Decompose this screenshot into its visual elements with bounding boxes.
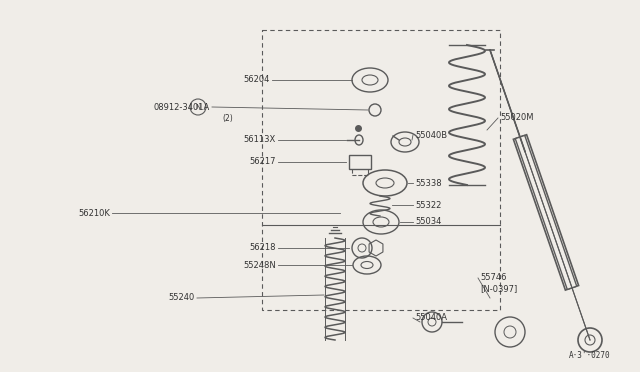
Text: 55746: 55746 <box>480 273 506 282</box>
Bar <box>262 30 500 310</box>
Text: 56204: 56204 <box>244 76 270 84</box>
Text: 56218: 56218 <box>250 244 276 253</box>
Text: 56210K: 56210K <box>78 208 110 218</box>
Text: N: N <box>195 104 200 110</box>
Text: (2): (2) <box>222 115 233 124</box>
Text: 55034: 55034 <box>415 218 442 227</box>
Text: A·3'·0270: A·3'·0270 <box>568 351 610 360</box>
Text: 55338: 55338 <box>415 179 442 187</box>
Text: 56113X: 56113X <box>244 135 276 144</box>
Text: 55040A: 55040A <box>415 314 447 323</box>
Text: 55240: 55240 <box>169 294 195 302</box>
Text: 55020M: 55020M <box>500 113 534 122</box>
Text: 56217: 56217 <box>250 157 276 167</box>
Polygon shape <box>515 135 577 289</box>
Text: 55322: 55322 <box>415 201 442 209</box>
Text: 55248N: 55248N <box>243 260 276 269</box>
Text: 55040B: 55040B <box>415 131 447 140</box>
Text: [N-0397]: [N-0397] <box>480 285 517 294</box>
Text: 08912-3401A: 08912-3401A <box>154 103 210 112</box>
Bar <box>349 155 371 169</box>
